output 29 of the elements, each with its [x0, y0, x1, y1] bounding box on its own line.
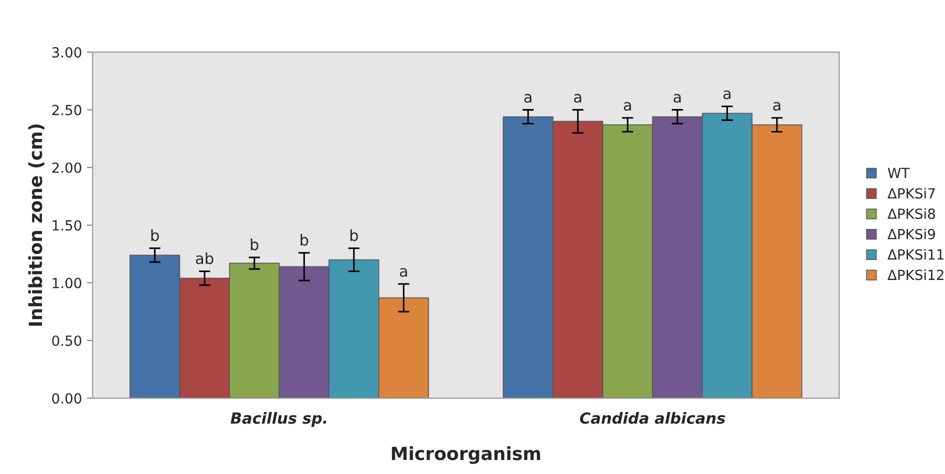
y-tick-label: 1.00: [52, 278, 82, 288]
y-tick-label: 2.50: [52, 104, 82, 116]
legend-label: ΔPKSi12: [888, 269, 944, 280]
data-label: b: [151, 229, 159, 242]
data-label: a: [723, 90, 730, 100]
y-tick-label: 0.50: [52, 335, 82, 346]
y-tick-label: 1.50: [52, 220, 82, 231]
data-label: a: [524, 94, 532, 103]
data-label: a: [624, 102, 631, 111]
legend-label: ΔPKSi7: [888, 188, 935, 199]
x-axis-title: Microorganism: [392, 446, 540, 464]
y-tick-label: 2.00: [52, 162, 82, 173]
y-tick-label: 0.00: [52, 393, 82, 404]
data-label: a: [400, 268, 407, 277]
legend-label: ΔPKSi11: [888, 249, 944, 260]
legend-label: WT: [888, 168, 910, 178]
data-label: a: [574, 94, 582, 103]
legend-label: ΔPKSi8: [888, 208, 935, 219]
data-label: a: [674, 94, 681, 103]
data-label: b: [350, 229, 358, 242]
data-label: ab: [196, 252, 214, 264]
x-tick-label: Bacillus sp.: [230, 412, 326, 427]
data-label: b: [250, 238, 258, 250]
x-tick-label: Candida albicans: [580, 412, 726, 424]
data-label: b: [300, 234, 308, 246]
data-label: a: [773, 102, 780, 111]
legend-label: ΔPKSi9: [888, 228, 935, 240]
y-tick-label: 3.00: [52, 47, 82, 58]
y-axis-title: Inhibition zone (cm): [28, 124, 44, 326]
